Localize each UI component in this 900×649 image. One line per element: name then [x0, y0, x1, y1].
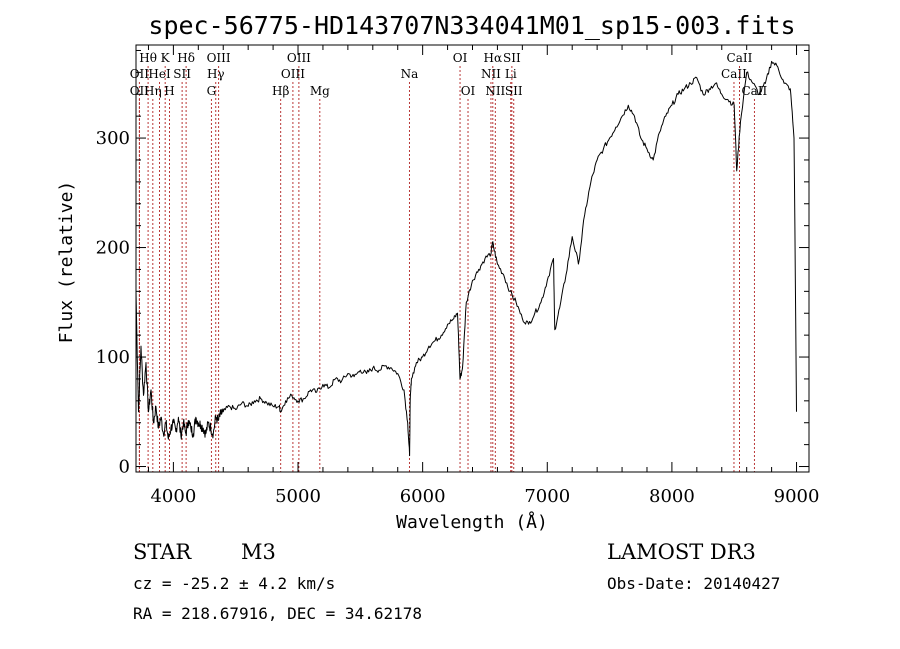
spectral-line-label: Hγ — [207, 67, 225, 81]
x-tick-label: 5000 — [275, 486, 321, 507]
spectral-line-label: Li — [505, 67, 517, 81]
object-class: STAR — [133, 540, 192, 564]
x-tick-label: 9000 — [774, 486, 820, 507]
spectral-line-label: HeI — [148, 67, 171, 81]
spectrum-series — [135, 60, 797, 457]
y-tick-label: 200 — [96, 238, 130, 259]
spectral-line-label: Hθ — [139, 51, 157, 65]
x-tick-label: 7000 — [524, 486, 570, 507]
spectral-line-label: SII — [503, 51, 521, 65]
spectral-line-label: Hα — [484, 51, 503, 65]
x-tick-label: 4000 — [150, 486, 196, 507]
coordinates: RA = 218.67916, DEC = 34.62178 — [133, 604, 422, 623]
spectral-line-label: SII — [173, 67, 191, 81]
x-tick-label: 8000 — [649, 486, 695, 507]
x-axis: 4000 5000 6000 7000 8000 9000 — [147, 45, 820, 507]
object-subclass: M3 — [241, 540, 276, 564]
spectral-line-label: CaII — [721, 67, 747, 81]
spectral-line-label: Hδ — [177, 51, 195, 65]
redshift-readout: cz = -25.2 ± 4.2 km/s — [133, 574, 336, 593]
spectrum-line-spectrum — [135, 60, 797, 457]
spectral-line-label: OIII — [207, 51, 231, 65]
spectral-line-label: NII — [481, 67, 501, 81]
spectral-line-label: K — [161, 51, 171, 65]
y-tick-label: 300 — [96, 128, 130, 149]
spectral-line-label: OI — [453, 51, 468, 65]
spectral-line-label: OI — [461, 84, 476, 98]
x-axis-label: Wavelength (Å) — [396, 511, 548, 533]
spectral-line-label: Hη — [144, 84, 162, 98]
survey-name: LAMOST DR3 — [607, 540, 756, 564]
spectral-line-label: OIII — [281, 67, 305, 81]
y-axis-label: Flux (relative) — [56, 181, 77, 344]
y-tick-label: 0 — [119, 457, 130, 478]
spectral-line-markers: OII OII Hθ Hη HeI K H SII Hδ G Hγ OIII Hβ OIII OIII Mg N… — [130, 51, 768, 472]
spectral-line-label: G — [207, 84, 217, 98]
spectral-line-label: CaII — [741, 84, 767, 98]
x-tick-label: 6000 — [400, 486, 446, 507]
spectral-line-label: OII — [130, 84, 150, 98]
spectral-line-label: Na — [401, 67, 419, 81]
spectral-line-label: NII — [485, 84, 505, 98]
y-axis: 0 100 200 300 — [96, 49, 809, 478]
obs-date: Obs-Date: 20140427 — [607, 574, 781, 593]
chart-title: spec-56775-HD143707N334041M01_sp15-003.f… — [148, 11, 795, 40]
spectral-line-label: Hβ — [272, 84, 289, 98]
spectral-line-label: SII — [505, 84, 523, 98]
spectral-line-label: OIII — [287, 51, 311, 65]
spectral-line-label: H — [164, 84, 174, 98]
spectral-line-label: OII — [130, 67, 150, 81]
spectral-line-label: CaII — [727, 51, 753, 65]
spectrum-chart: spec-56775-HD143707N334041M01_sp15-003.f… — [56, 11, 820, 533]
y-tick-label: 100 — [96, 347, 130, 368]
spectral-line-label: Mg — [310, 84, 330, 98]
